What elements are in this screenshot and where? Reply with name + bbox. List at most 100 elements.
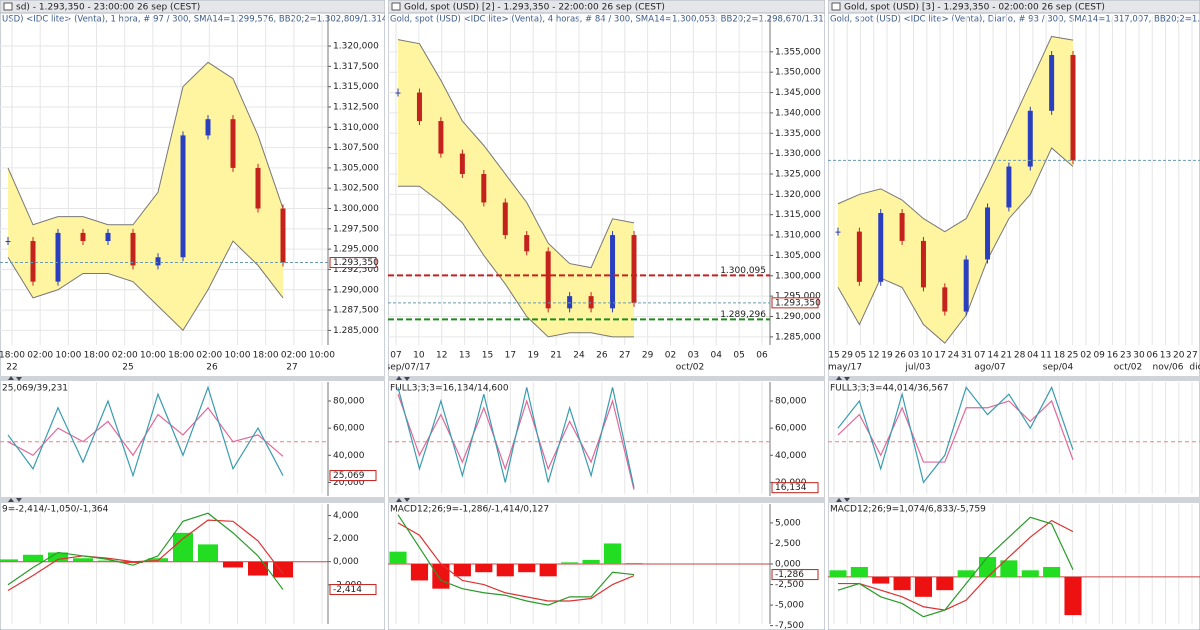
x-tick-label: 21 <box>550 351 561 361</box>
panel: Gold, spot (USD) [2] - 1.293,350 - 22:00… <box>386 0 825 630</box>
pane-separator <box>828 497 1200 503</box>
y-tick-label: 1.300,000 <box>775 271 821 281</box>
y-tick-label: -5,000 <box>775 601 804 611</box>
macd-histogram-bar <box>73 558 93 562</box>
candle <box>1049 55 1055 111</box>
y-tick-label: 1.320,000 <box>333 42 379 52</box>
y-tick-label: 5,000 <box>775 518 801 528</box>
window-icon[interactable] <box>831 2 841 11</box>
macd-tag <box>771 569 819 581</box>
x-tick-label: 17 <box>934 351 945 361</box>
date-label: dic <box>1189 363 1200 373</box>
y-tick-label: -2,500 <box>775 580 804 590</box>
pane-separator <box>0 376 385 381</box>
x-tick-label: 18:00 <box>168 351 194 361</box>
stoch-tag-label: 16,134 <box>775 483 807 493</box>
macd-histogram-bar <box>936 576 954 591</box>
macd-histogram-bar <box>979 557 997 577</box>
x-tick-label: 02:00 <box>281 351 307 361</box>
pane-arrows[interactable] <box>396 376 410 381</box>
candle <box>481 173 487 203</box>
x-tick-label: 27 <box>619 351 630 361</box>
macd-signal <box>838 519 1074 611</box>
y-tick-label: 80,000 <box>333 397 365 407</box>
y-tick-label: 1.317,500 <box>333 62 379 72</box>
candle <box>180 135 186 258</box>
x-tick-label: 05 <box>855 351 866 361</box>
macd-histogram-bar <box>625 562 643 564</box>
bollinger-band <box>838 36 1073 344</box>
y-tick-label: 2,500 <box>775 539 801 549</box>
y-tick-label: 1.310,000 <box>333 123 379 133</box>
panel-subtitle: USD) <IDC lite> (Venta), 1 hora, # 97 / … <box>2 15 414 25</box>
macd-histogram-bar <box>1043 566 1061 577</box>
x-tick-label: 27 <box>1186 351 1197 361</box>
candle <box>631 235 637 303</box>
candle <box>205 119 211 136</box>
x-tick-label: 10:00 <box>55 351 81 361</box>
x-tick-label: 03 <box>688 351 699 361</box>
candle <box>1027 110 1033 167</box>
candle <box>942 287 948 312</box>
price-tag-label: 1.293,350 <box>333 258 379 268</box>
candle <box>899 213 905 241</box>
x-tick-label: 04 <box>1027 351 1039 361</box>
y-tick-label: -7,500 <box>775 621 804 630</box>
x-tick-label: 13 <box>1160 351 1171 361</box>
y-tick-label: 1.305,000 <box>333 163 379 173</box>
window-icon[interactable] <box>3 2 13 11</box>
macd-histogram-bar <box>829 570 847 577</box>
candle <box>30 241 36 282</box>
macd-histogram-bar <box>23 554 43 562</box>
panel-title: Gold, spot (USD) [2] - 1.293,350 - 22:00… <box>404 3 665 13</box>
y-tick-label: 1.287,500 <box>333 306 379 316</box>
macd-histogram-bar <box>582 559 600 564</box>
title-bar <box>828 0 1200 14</box>
candle <box>155 257 161 266</box>
y-tick-label: 40,000 <box>333 451 365 461</box>
y-tick-label: 1.310,000 <box>775 231 821 241</box>
x-tick-label: 19 <box>528 351 540 361</box>
x-tick-label: 02:00 <box>27 351 53 361</box>
macd-histogram-bar <box>198 544 218 562</box>
date-label: sep/04 <box>1043 363 1074 373</box>
window-icon[interactable] <box>391 2 401 11</box>
x-tick-label: 31 <box>961 351 972 361</box>
date-label: 25 <box>122 363 133 373</box>
pane-arrows[interactable] <box>836 498 850 502</box>
x-tick-label: 28 <box>1014 351 1026 361</box>
date-label: 26 <box>206 363 218 373</box>
macd-histogram-bar <box>173 532 193 562</box>
pane-arrows[interactable] <box>8 498 22 502</box>
x-tick-label: 26 <box>895 351 907 361</box>
title-bar <box>388 0 825 14</box>
macd-histogram-bar <box>1000 560 1018 577</box>
x-tick-label: 18:00 <box>84 351 110 361</box>
panel-title: Gold, spot (USD) [3] - 1.293,350 - 02:00… <box>844 3 1105 13</box>
y-tick-label: 1.325,000 <box>775 169 821 179</box>
band-lower <box>7 240 284 332</box>
pane-arrows[interactable] <box>396 498 410 502</box>
date-label: may/17 <box>828 363 862 373</box>
candle <box>459 153 465 174</box>
pane-arrows[interactable] <box>8 376 22 381</box>
candle <box>963 259 969 312</box>
pane-separator <box>388 376 825 381</box>
stoch-header: 25,069/39,231 <box>2 384 68 394</box>
candle <box>416 92 422 122</box>
stoch-tag <box>329 470 377 482</box>
x-tick-label: 10 <box>413 351 425 361</box>
macd-histogram-bar <box>410 564 429 581</box>
x-tick-label: 09 <box>1093 351 1105 361</box>
band-lower <box>837 147 1074 344</box>
y-tick-label: 40,000 <box>775 451 807 461</box>
date-label: sep/07/17 <box>386 363 431 373</box>
macd-histogram-bar <box>98 560 118 562</box>
y-tick-label: 60,000 <box>333 424 365 434</box>
candle <box>55 232 61 282</box>
pane-arrows[interactable] <box>836 376 850 381</box>
macd-histogram-bar <box>0 559 18 562</box>
candle <box>502 202 508 236</box>
band-upper <box>837 35 1074 233</box>
stoch-k <box>7 385 284 478</box>
